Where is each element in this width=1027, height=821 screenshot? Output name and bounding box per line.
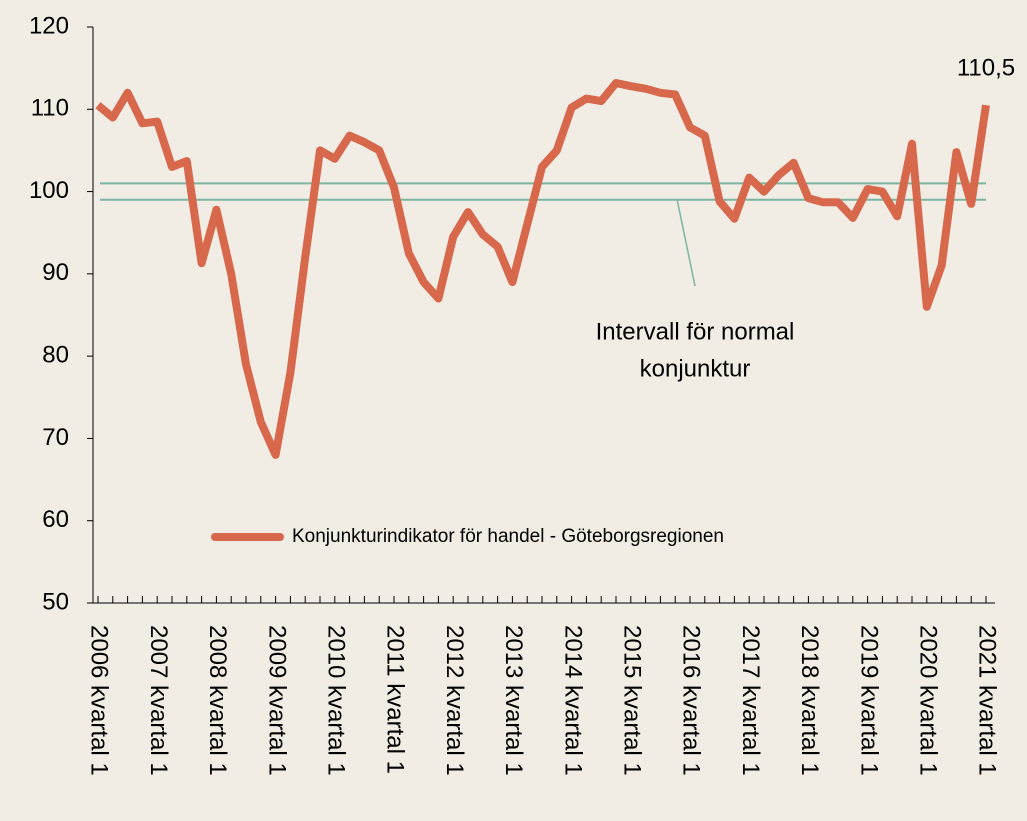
annotation: konjunktur [640,355,751,382]
y-tick-label: 70 [42,424,69,451]
y-tick-label: 60 [42,506,69,533]
x-tick-label: 2018 kvartal 1 [796,625,823,776]
x-tick-label: 2012 kvartal 1 [441,625,468,776]
x-tick-label: 2007 kvartal 1 [145,625,172,776]
y-tick-label: 50 [42,588,69,615]
legend-label: Konjunkturindikator för handel - Götebor… [292,526,724,547]
x-tick-label: 2010 kvartal 1 [322,625,349,776]
x-tick-label: 2015 kvartal 1 [618,625,645,776]
x-tick-label: 2013 kvartal 1 [500,625,527,776]
x-tick-label: 2016 kvartal 1 [678,625,705,776]
data-label: 110,5 [957,55,1015,82]
x-tick-label: 2020 kvartal 1 [914,625,941,776]
annotation-pointer [676,198,696,287]
x-tick-label: 2006 kvartal 1 [86,625,113,776]
x-tick-label: 2017 kvartal 1 [737,625,764,776]
x-tick-label: 2011 kvartal 1 [382,625,409,774]
data-line [95,79,990,459]
annotation: Intervall för normal [596,318,795,345]
x-tick-label: 2019 kvartal 1 [855,625,882,776]
x-tick-label: 2021 kvartal 1 [974,625,1001,776]
y-tick-label: 100 [29,177,69,204]
x-tick-label: 2014 kvartal 1 [559,625,586,776]
y-tick-label: 110 [31,95,69,122]
x-tick-label: 2009 kvartal 1 [263,625,290,776]
y-tick-label: 80 [42,341,69,368]
x-tick-label: 2008 kvartal 1 [204,625,231,776]
y-tick-label: 90 [42,259,69,286]
y-tick-label: 120 [29,12,69,39]
